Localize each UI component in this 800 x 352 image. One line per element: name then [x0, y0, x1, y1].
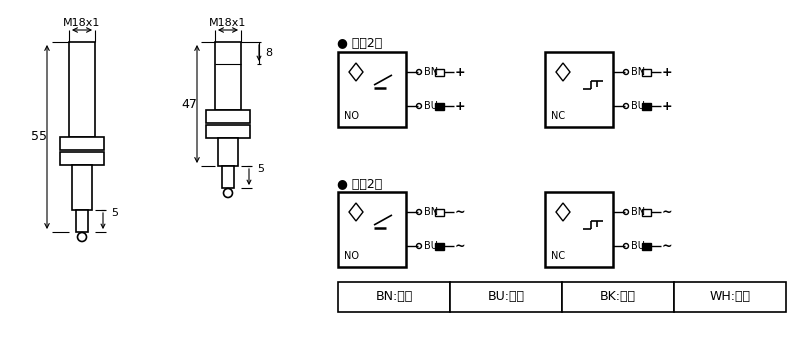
Bar	[435, 208, 444, 215]
Text: BN: BN	[424, 207, 438, 217]
Bar	[338, 52, 406, 127]
Bar	[76, 210, 88, 232]
Text: 5: 5	[111, 208, 118, 218]
Text: BU: BU	[631, 101, 645, 111]
Text: ● 直流2线: ● 直流2线	[337, 37, 382, 50]
Bar	[642, 243, 651, 250]
Text: ~: ~	[662, 206, 673, 219]
Text: 55: 55	[31, 131, 47, 144]
Bar	[545, 192, 613, 267]
Text: BU: BU	[424, 101, 438, 111]
Bar	[69, 42, 95, 137]
Text: +: +	[662, 100, 673, 113]
Text: NO: NO	[344, 111, 359, 121]
Text: ~: ~	[662, 239, 673, 252]
Text: M18x1: M18x1	[63, 18, 101, 28]
Text: BU: BU	[424, 241, 438, 251]
Bar	[435, 102, 444, 109]
Text: 8: 8	[265, 48, 272, 58]
Text: +: +	[662, 65, 673, 78]
Bar	[642, 208, 651, 215]
Text: 47: 47	[181, 98, 197, 111]
Text: NO: NO	[344, 251, 359, 261]
Text: BN: BN	[424, 67, 438, 77]
Bar	[338, 282, 450, 312]
Text: BN:棕色: BN:棕色	[375, 290, 413, 303]
Bar	[642, 69, 651, 75]
Bar	[435, 243, 444, 250]
Bar	[450, 282, 562, 312]
Text: BU: BU	[631, 241, 645, 251]
Text: +: +	[455, 65, 466, 78]
Bar	[222, 166, 234, 188]
Text: BN: BN	[631, 207, 645, 217]
Text: ~: ~	[455, 239, 466, 252]
Bar	[642, 102, 651, 109]
Text: ● 交流2线: ● 交流2线	[337, 178, 382, 191]
Bar	[562, 282, 674, 312]
Bar	[674, 282, 786, 312]
Bar	[435, 69, 444, 75]
Text: +: +	[455, 100, 466, 113]
Text: WH:白色: WH:白色	[710, 290, 750, 303]
Text: 5: 5	[257, 164, 264, 174]
Bar	[215, 42, 241, 110]
Bar	[60, 152, 104, 165]
Bar	[545, 52, 613, 127]
Text: BN: BN	[631, 67, 645, 77]
Bar	[72, 165, 92, 210]
Text: BU:兰色: BU:兰色	[487, 290, 525, 303]
Text: ~: ~	[455, 206, 466, 219]
Text: M18x1: M18x1	[210, 18, 246, 28]
Bar	[206, 125, 250, 138]
Bar	[206, 110, 250, 123]
Bar	[218, 138, 238, 166]
Text: NC: NC	[551, 111, 565, 121]
Text: NC: NC	[551, 251, 565, 261]
Bar	[338, 192, 406, 267]
Text: BK:黑色: BK:黑色	[600, 290, 636, 303]
Bar	[60, 137, 104, 150]
